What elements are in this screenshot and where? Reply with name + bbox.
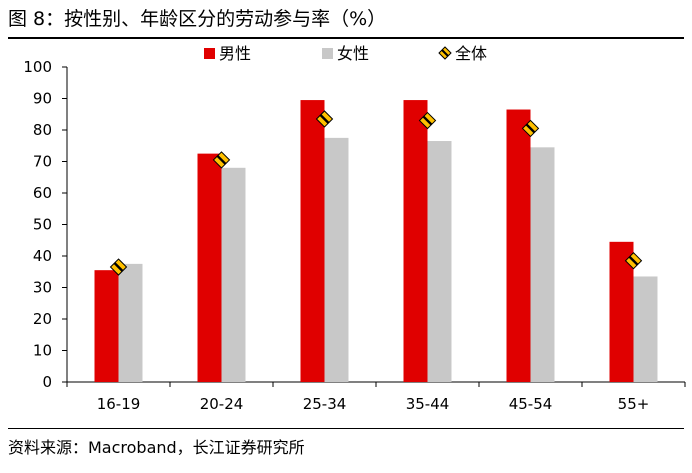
x-tick-label: 25-34 [303, 395, 347, 413]
y-tick-label: 70 [33, 153, 52, 171]
marker-total-55+ [624, 252, 643, 270]
bar-male-20-24 [197, 153, 222, 382]
bar-female-35-44 [427, 141, 452, 382]
y-tick-label: 40 [33, 247, 52, 265]
y-tick-label: 10 [33, 342, 52, 360]
x-tick-label: 35-44 [406, 395, 450, 413]
legend-item-1: 女性 [322, 44, 369, 63]
legend-label: 全体 [455, 44, 487, 63]
y-tick-label: 100 [23, 58, 52, 76]
y-tick-label: 50 [33, 216, 52, 234]
x-tick-label: 20-24 [200, 395, 244, 413]
y-tick-label: 0 [42, 373, 52, 391]
y-tick-label: 90 [33, 90, 52, 108]
marker-total-45-54 [521, 119, 540, 138]
bar-chart: 男性 女性 全体 0 10 20 30 40 50 60 70 80 90 100 16-19 20-24… [23, 44, 686, 413]
x-tick-label: 55+ [618, 395, 650, 413]
legend-swatch [322, 48, 333, 59]
y-tick-label: 60 [33, 184, 52, 202]
source-divider [8, 428, 684, 429]
bar-female-16-19 [118, 263, 143, 382]
legend-swatch [204, 48, 215, 59]
x-tick-label: 16-19 [97, 395, 141, 413]
marker-total-35-44 [418, 111, 437, 130]
legend-label: 女性 [337, 44, 369, 63]
bar-male-45-54 [506, 109, 531, 383]
bar-female-55+ [633, 276, 658, 382]
y-tick-label: 80 [33, 121, 52, 139]
bar-male-25-34 [300, 100, 325, 382]
bar-male-35-44 [403, 100, 428, 382]
legend-label: 男性 [219, 44, 251, 63]
marker-total-16-19 [109, 258, 128, 276]
bar-male-16-19 [94, 270, 119, 382]
marker-series [109, 110, 643, 276]
x-tick-label: 45-54 [509, 395, 553, 413]
bar-female-20-24 [221, 167, 246, 382]
x-axis: 16-19 20-24 25-34 35-44 45-54 55+ [66, 381, 686, 413]
legend-swatch [438, 46, 452, 60]
y-axis: 0 10 20 30 40 50 60 70 80 90 100 [23, 58, 68, 391]
chart-legend: 男性 女性 全体 [204, 44, 487, 63]
y-tick-label: 20 [33, 310, 52, 328]
bar-series [94, 100, 658, 383]
bar-female-45-54 [530, 147, 555, 382]
marker-total-25-34 [315, 110, 334, 128]
bar-female-25-34 [324, 137, 349, 382]
marker-total-20-24 [212, 151, 231, 169]
legend-item-0: 男性 [204, 44, 251, 63]
legend-item-2: 全体 [438, 44, 487, 63]
y-tick-label: 30 [33, 279, 52, 297]
chart-title: 图 8：按性别、年龄区分的劳动参与率（%） [8, 8, 387, 30]
source-note: 资料来源：Macroband，长江证券研究所 [8, 438, 305, 457]
title-divider [8, 37, 684, 39]
